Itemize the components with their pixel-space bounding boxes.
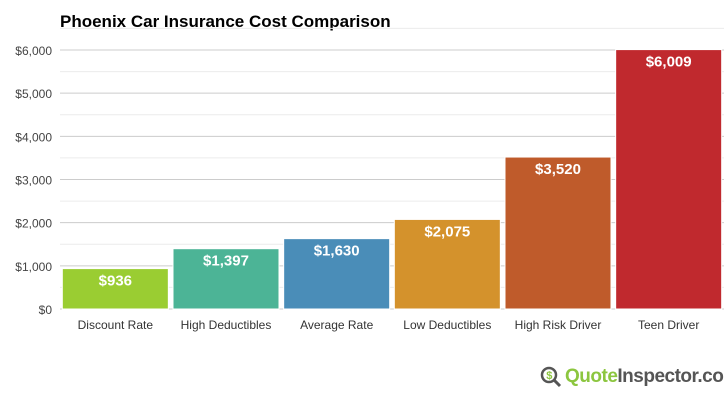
logo-text-inspector: Inspector.com <box>617 366 724 387</box>
dollar-magnifier-icon: $ <box>540 366 562 388</box>
bar-high-risk-driver <box>504 156 612 310</box>
bar-teen-driver <box>615 49 723 310</box>
bar-discount-rate <box>61 268 169 310</box>
x-tick-label: Low Deductibles <box>403 318 491 332</box>
bar-high-deductibles <box>172 248 280 310</box>
x-tick-label: Discount Rate <box>78 318 154 332</box>
data-label: $1,630 <box>314 243 360 260</box>
logo-text-quote: Quote <box>565 366 618 387</box>
x-tick-label: Average Rate <box>300 318 373 332</box>
data-label: $936 <box>99 273 132 290</box>
bar-average-rate <box>283 238 391 310</box>
x-tick-label: High Deductibles <box>181 318 272 332</box>
y-tick-label: $2,000 <box>15 217 52 231</box>
svg-text:$: $ <box>546 370 552 382</box>
x-tick-label: Teen Driver <box>638 318 699 332</box>
y-tick-label: $4,000 <box>15 130 52 144</box>
y-tick-label: $1,000 <box>15 260 52 274</box>
y-tick-label: $6,000 <box>15 44 52 58</box>
data-label: $1,397 <box>203 253 249 270</box>
data-label: $6,009 <box>646 54 692 71</box>
y-tick-label: $3,000 <box>15 173 52 187</box>
data-label: $3,520 <box>535 161 581 178</box>
chart-title: Phoenix Car Insurance Cost Comparison <box>60 12 391 31</box>
bar-low-deductibles <box>393 218 501 310</box>
y-tick-label: $0 <box>39 303 53 317</box>
x-tick-label: High Risk Driver <box>515 318 602 332</box>
data-label: $2,075 <box>424 223 470 240</box>
y-tick-label: $5,000 <box>15 87 52 101</box>
